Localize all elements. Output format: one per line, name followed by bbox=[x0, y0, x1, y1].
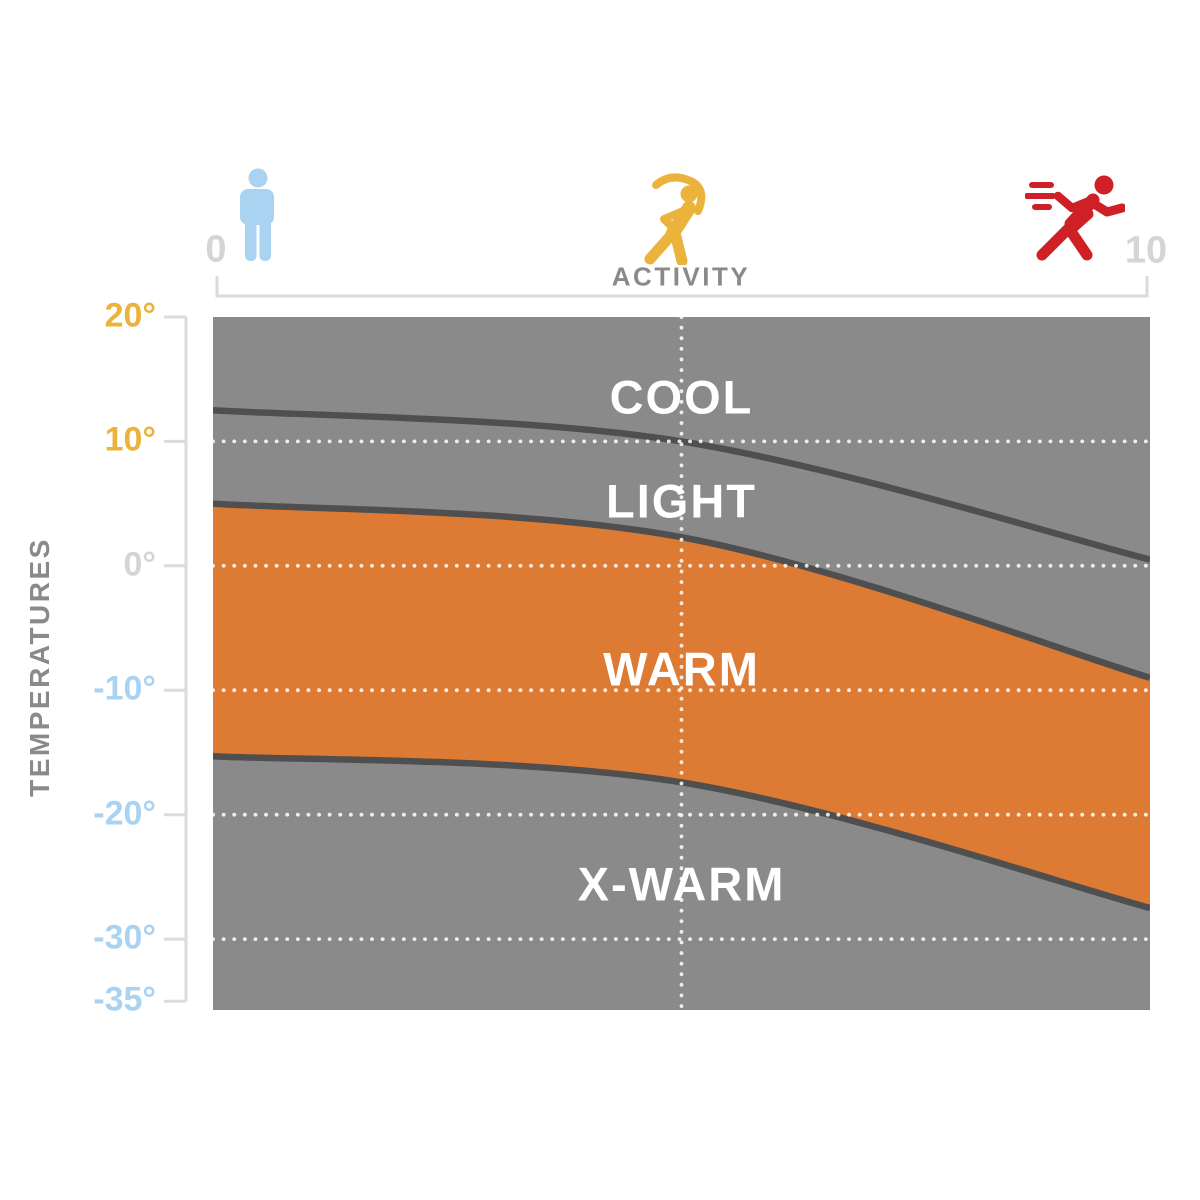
activity-axis-title: ACTIVITY bbox=[611, 261, 751, 292]
zone-label-xwarm: X-WARM bbox=[577, 857, 786, 911]
person-stretching-icon bbox=[644, 173, 706, 265]
temp-tick-label: -35° bbox=[93, 981, 156, 1020]
temp-tick-label: 0° bbox=[123, 545, 156, 584]
person-running-icon bbox=[1025, 175, 1125, 261]
temp-tick-label: 20° bbox=[104, 296, 156, 335]
zone-label-warm: WARM bbox=[603, 642, 760, 696]
activity-min-label: 0 bbox=[205, 228, 227, 271]
zone-label-cool: COOL bbox=[609, 370, 754, 424]
zones-plot-area bbox=[213, 317, 1150, 1010]
activity-max-label: 10 bbox=[1124, 229, 1168, 272]
zone-label-light: LIGHT bbox=[606, 474, 757, 528]
person-standing-icon bbox=[240, 168, 274, 261]
temp-tick-label: -10° bbox=[93, 669, 156, 708]
temp-tick-label: -20° bbox=[93, 794, 156, 833]
temp-tick-label: -30° bbox=[93, 918, 156, 957]
temp-tick-label: 10° bbox=[104, 421, 156, 460]
